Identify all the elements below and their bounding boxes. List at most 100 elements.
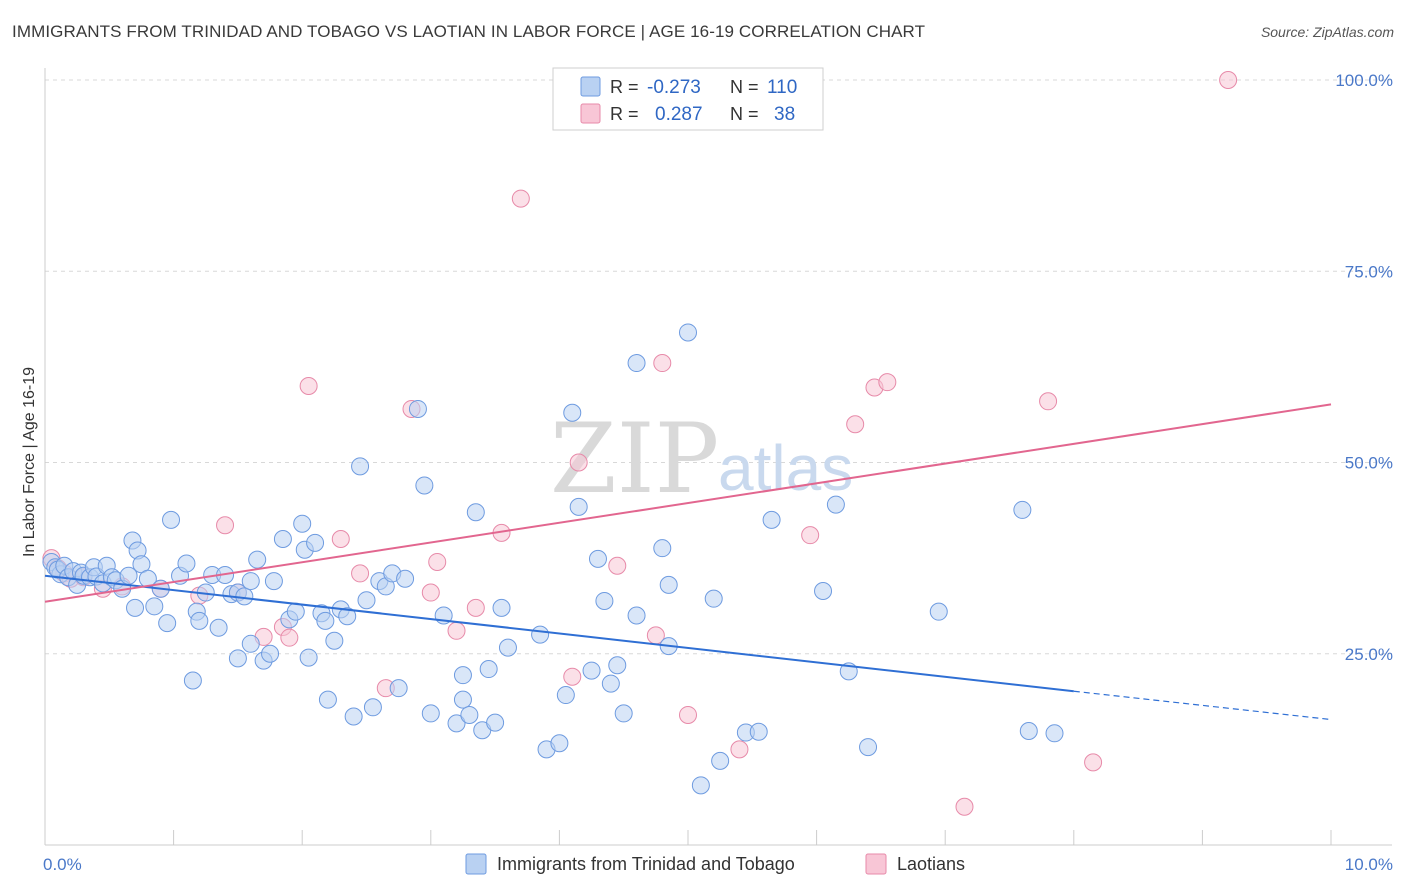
bottom-legend-label-pink: Laotians bbox=[897, 854, 965, 874]
data-point-trinidad bbox=[209, 618, 228, 637]
grid-lines bbox=[45, 79, 1392, 655]
data-point-trinidad bbox=[1045, 724, 1064, 743]
data-point-laotians bbox=[846, 415, 865, 434]
data-point-trinidad bbox=[582, 661, 601, 680]
data-point-trinidad bbox=[453, 666, 472, 685]
series-legend: Immigrants from Trinidad and Tobago Laot… bbox=[465, 853, 965, 875]
data-point-laotians bbox=[730, 740, 749, 759]
trendline-trinidad bbox=[44, 574, 1074, 693]
data-point-laotians bbox=[608, 556, 627, 575]
data-point-trinidad bbox=[588, 549, 607, 568]
series-trinidad-points bbox=[42, 323, 1064, 795]
data-point-trinidad bbox=[595, 591, 614, 610]
data-point-laotians bbox=[280, 628, 299, 647]
data-point-trinidad bbox=[492, 598, 511, 617]
data-point-laotians bbox=[428, 552, 447, 571]
data-point-trinidad bbox=[408, 399, 427, 418]
data-point-laotians bbox=[216, 516, 235, 535]
data-point-trinidad bbox=[183, 671, 202, 690]
y-tick-label: 50.0% bbox=[1345, 454, 1393, 473]
data-point-laotians bbox=[679, 705, 697, 724]
data-point-trinidad bbox=[479, 660, 498, 679]
data-point-laotians bbox=[653, 354, 672, 373]
data-point-laotians bbox=[1039, 392, 1058, 411]
data-point-laotians bbox=[299, 377, 318, 395]
y-tick-label: 100.0% bbox=[1335, 71, 1393, 90]
data-point-trinidad bbox=[704, 589, 723, 608]
x-tick-label: 0.0% bbox=[43, 855, 82, 874]
data-point-trinidad bbox=[569, 497, 588, 516]
data-point-trinidad bbox=[241, 572, 260, 591]
data-point-trinidad bbox=[415, 476, 434, 495]
data-point-laotians bbox=[331, 530, 350, 548]
trendline-trinidad-extrapolated bbox=[1073, 690, 1332, 721]
source-credit: Source: ZipAtlas.com bbox=[1260, 24, 1394, 40]
y-tick-labels: 25.0% 50.0% 75.0% 100.0% bbox=[1335, 71, 1393, 664]
data-point-trinidad bbox=[162, 510, 181, 529]
data-point-trinidad bbox=[627, 606, 646, 625]
data-point-trinidad bbox=[363, 698, 382, 717]
data-point-trinidad bbox=[826, 495, 845, 514]
y-tick-label: 25.0% bbox=[1345, 645, 1393, 664]
data-point-trinidad bbox=[264, 572, 283, 591]
data-point-trinidad bbox=[531, 625, 550, 644]
data-point-trinidad bbox=[177, 554, 196, 573]
data-point-trinidad bbox=[814, 582, 833, 601]
data-point-trinidad bbox=[235, 587, 254, 606]
data-point-trinidad bbox=[601, 674, 620, 693]
legend-n-value-blue: 110 bbox=[767, 77, 797, 98]
bottom-legend-swatch-blue bbox=[465, 853, 487, 875]
legend-r-value-blue: -0.273 bbox=[647, 77, 701, 98]
data-point-trinidad bbox=[466, 503, 485, 522]
data-point-trinidad bbox=[228, 649, 247, 668]
data-point-trinidad bbox=[550, 734, 569, 753]
data-point-laotians bbox=[511, 189, 530, 208]
data-point-trinidad bbox=[344, 707, 363, 726]
data-point-trinidad bbox=[762, 510, 781, 529]
data-point-laotians bbox=[421, 583, 440, 602]
legend-r-label-pink: R = bbox=[610, 104, 639, 124]
data-point-trinidad bbox=[318, 690, 337, 709]
watermark-atlas: atlas bbox=[718, 432, 853, 504]
data-point-trinidad bbox=[453, 690, 472, 709]
data-point-trinidad bbox=[486, 713, 505, 732]
data-point-laotians bbox=[563, 667, 582, 686]
x-tick-labels: 0.0% 10.0% bbox=[43, 855, 1393, 874]
data-point-laotians bbox=[1084, 753, 1103, 772]
data-point-trinidad bbox=[261, 644, 280, 663]
data-point-trinidad bbox=[691, 776, 710, 795]
data-point-trinidad bbox=[749, 722, 768, 741]
data-point-trinidad bbox=[273, 530, 292, 548]
data-point-trinidad bbox=[293, 514, 312, 533]
data-point-trinidad bbox=[351, 457, 370, 476]
data-point-trinidad bbox=[306, 533, 325, 552]
data-point-trinidad bbox=[711, 751, 730, 770]
bottom-legend-label-blue: Immigrants from Trinidad and Tobago bbox=[497, 854, 795, 874]
data-point-trinidad bbox=[357, 591, 376, 610]
trend-lines bbox=[44, 403, 1332, 721]
data-point-trinidad bbox=[241, 634, 260, 653]
data-point-trinidad bbox=[659, 575, 678, 594]
data-point-trinidad bbox=[316, 611, 335, 630]
data-point-trinidad bbox=[190, 611, 209, 630]
data-point-trinidad bbox=[859, 738, 878, 757]
data-point-trinidad bbox=[498, 638, 517, 657]
data-point-laotians bbox=[1219, 71, 1238, 89]
data-point-trinidad bbox=[1019, 722, 1038, 741]
chart-title: IMMIGRANTS FROM TRINIDAD AND TOBAGO VS L… bbox=[12, 22, 926, 41]
data-point-trinidad bbox=[614, 704, 633, 723]
data-point-laotians bbox=[801, 526, 820, 545]
data-point-laotians bbox=[351, 564, 370, 583]
legend-swatch-blue bbox=[580, 76, 601, 97]
data-point-trinidad bbox=[627, 354, 646, 373]
data-point-trinidad bbox=[325, 631, 344, 650]
data-point-trinidad bbox=[653, 539, 672, 558]
y-axis-label: In Labor Force | Age 16-19 bbox=[21, 367, 38, 557]
legend-r-value-pink: 0.287 bbox=[655, 104, 703, 125]
watermark: ZIP atlas bbox=[550, 403, 853, 515]
data-point-trinidad bbox=[299, 648, 318, 667]
trendline-laotians bbox=[44, 403, 1332, 603]
data-point-laotians bbox=[466, 598, 485, 617]
data-point-trinidad bbox=[145, 597, 164, 616]
